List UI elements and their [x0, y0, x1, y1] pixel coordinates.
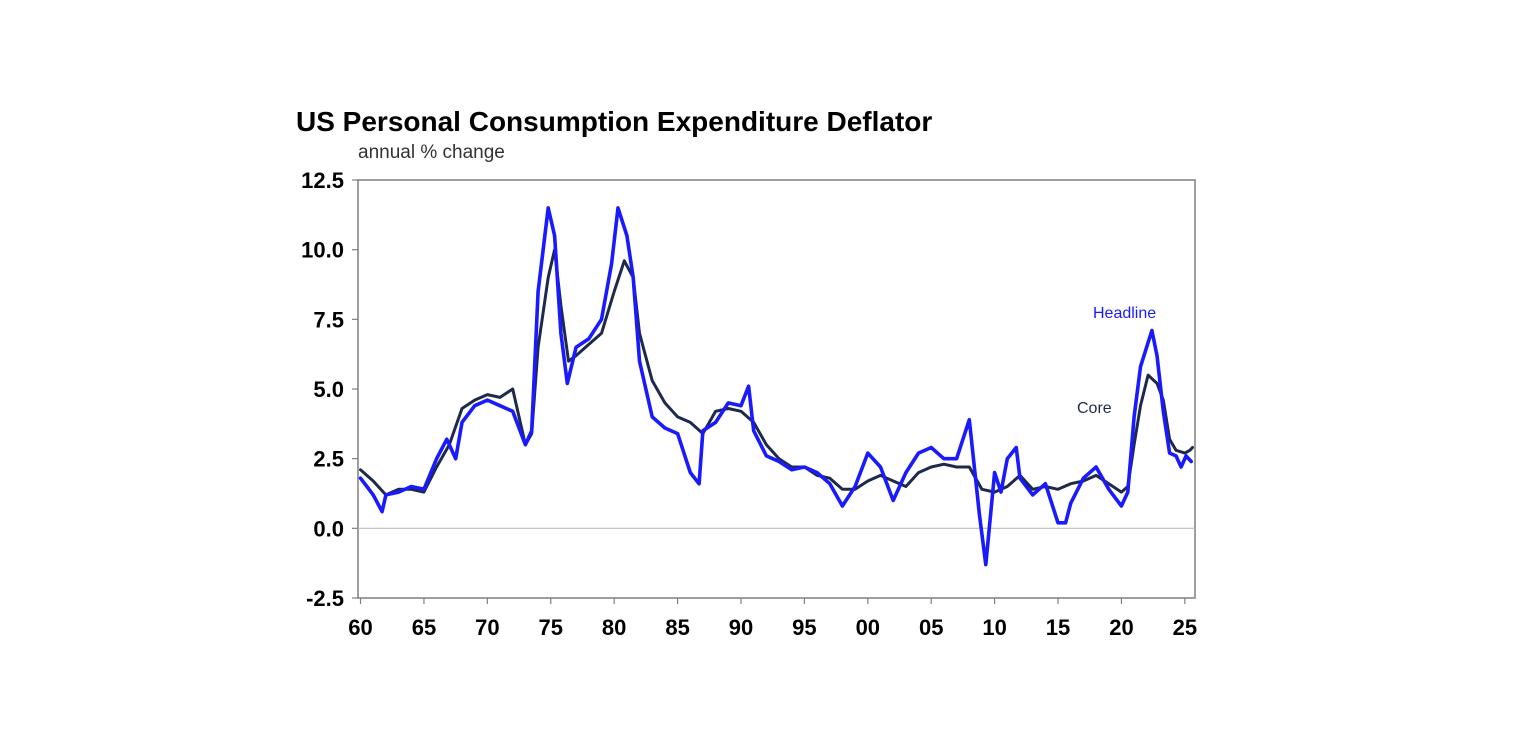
series-label-core: Core	[1077, 400, 1112, 417]
x-tick-label: 25	[1173, 615, 1197, 640]
y-tick-label: 0.0	[313, 516, 344, 541]
x-tick-label: 10	[982, 615, 1006, 640]
x-tick-label: 75	[539, 615, 563, 640]
x-tick-label: 70	[475, 615, 499, 640]
x-tick-label: 05	[919, 615, 943, 640]
y-tick-label: 7.5	[313, 307, 344, 332]
x-tick-label: 85	[665, 615, 689, 640]
series-lines	[358, 206, 1194, 567]
x-tick-label: 60	[348, 615, 372, 640]
x-tick-label: 15	[1046, 615, 1070, 640]
x-axis: 60 65 70 75 80 85 90 95 00 05 10 15 20 25	[348, 598, 1197, 640]
chart-title: US Personal Consumption Expenditure Defl…	[296, 106, 932, 137]
x-tick-label: 95	[792, 615, 816, 640]
x-tick-label: 90	[729, 615, 753, 640]
y-tick-label: 10.0	[301, 238, 344, 263]
y-axis: -2.5 0.0 2.5 5.0 7.5 10.0 12.5	[301, 168, 358, 611]
plot-area: -2.5 0.0 2.5 5.0 7.5 10.0 12.5 60 65 70 75 80 85 90 9…	[301, 168, 1197, 640]
series-line-headline	[358, 206, 1193, 567]
y-tick-label: 2.5	[313, 447, 344, 472]
x-tick-label: 20	[1109, 615, 1133, 640]
x-tick-label: 00	[856, 615, 880, 640]
y-tick-label: 12.5	[301, 168, 344, 193]
x-tick-label: 80	[602, 615, 626, 640]
chart-subtitle: annual % change	[358, 142, 505, 163]
series-label-headline: Headline	[1093, 305, 1156, 322]
y-tick-label: -2.5	[306, 586, 344, 611]
y-tick-label: 5.0	[313, 377, 344, 402]
series-line-core	[359, 248, 1194, 497]
x-tick-label: 65	[412, 615, 436, 640]
plot-frame	[357, 179, 1196, 599]
